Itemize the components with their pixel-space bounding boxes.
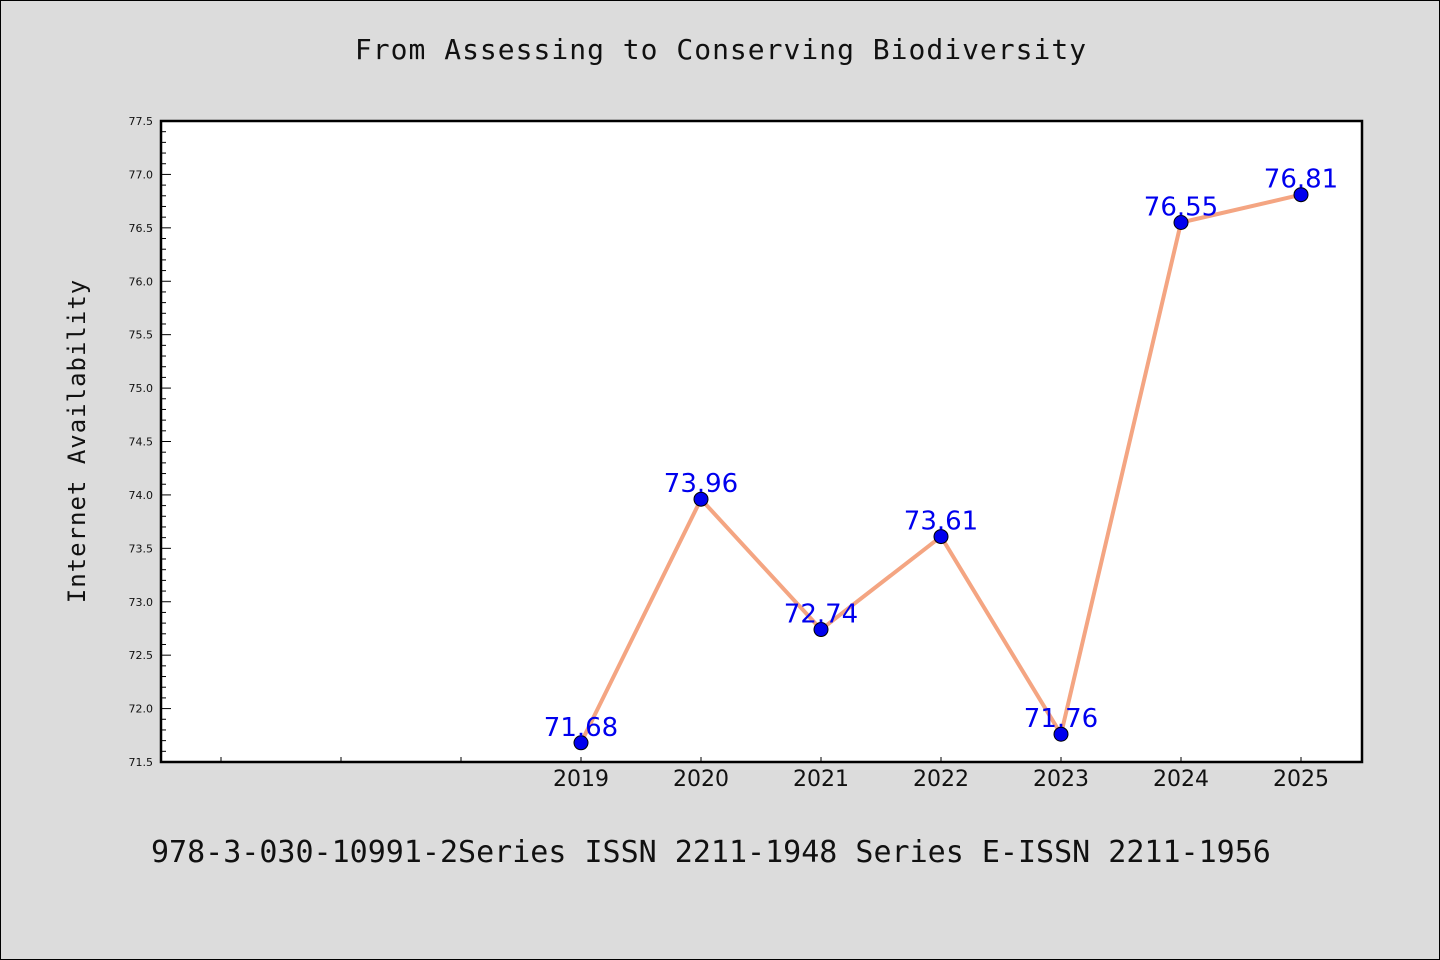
y-tick-label: 77.0 [129, 168, 154, 181]
x-tick-label: 2025 [1273, 767, 1329, 792]
chart-title: From Assessing to Conserving Biodiversit… [354, 33, 1088, 66]
x-tick-label: 2019 [553, 767, 609, 792]
data-point-marker [1173, 214, 1189, 230]
data-label: 76.55 [1144, 192, 1218, 222]
series-layer: 71.68 73.96 72.74 73.61 71.76 76.55 76.81 [544, 165, 1338, 751]
y-tick-label: 72.0 [129, 703, 154, 716]
y-tick-label: 73.5 [129, 542, 154, 555]
data-label: 73.61 [904, 507, 978, 537]
y-tick-label: 76.0 [129, 275, 154, 288]
y-tick-label: 72.5 [129, 649, 154, 662]
x-tick-label: 2020 [673, 767, 729, 792]
x-tick-label: 2023 [1033, 767, 1089, 792]
data-point-marker [933, 529, 949, 545]
x-tick-label: 2024 [1153, 767, 1209, 792]
data-label: 76.81 [1264, 165, 1338, 195]
y-tick-label: 75.0 [129, 382, 154, 395]
data-label: 73.96 [664, 469, 738, 499]
data-label: 71.76 [1024, 704, 1098, 734]
y-tick-label: 76.5 [129, 222, 154, 235]
data-point-marker [1293, 187, 1309, 203]
y-axis-ticks: 71.5 72.0 72.5 73.0 73.5 74.0 74.5 75.0 75.5 76.0… [129, 115, 171, 769]
y-tick-label: 77.5 [129, 115, 154, 128]
x-tick-label: 2022 [913, 767, 969, 792]
data-label: 72.74 [784, 600, 858, 630]
data-point-marker [693, 491, 709, 507]
data-point-marker [813, 622, 829, 638]
x-tick-label: 2021 [793, 767, 849, 792]
y-tick-label: 73.0 [129, 596, 154, 609]
y-tick-label: 71.5 [129, 756, 154, 769]
data-point-marker [1053, 726, 1069, 742]
y-tick-label: 74.5 [129, 436, 154, 449]
data-label: 71.68 [544, 713, 618, 743]
footer-isbn-note: 978-3-030-10991-2Series ISSN 2211-1948 S… [151, 835, 1271, 870]
y-tick-label: 75.5 [129, 329, 154, 342]
x-axis-ticks: 2019 2020 2021 2022 2023 2024 2025 [220, 757, 1329, 792]
data-point-marker [573, 735, 589, 751]
plot-area [159, 119, 1364, 764]
y-tick-label: 74.0 [129, 489, 154, 502]
